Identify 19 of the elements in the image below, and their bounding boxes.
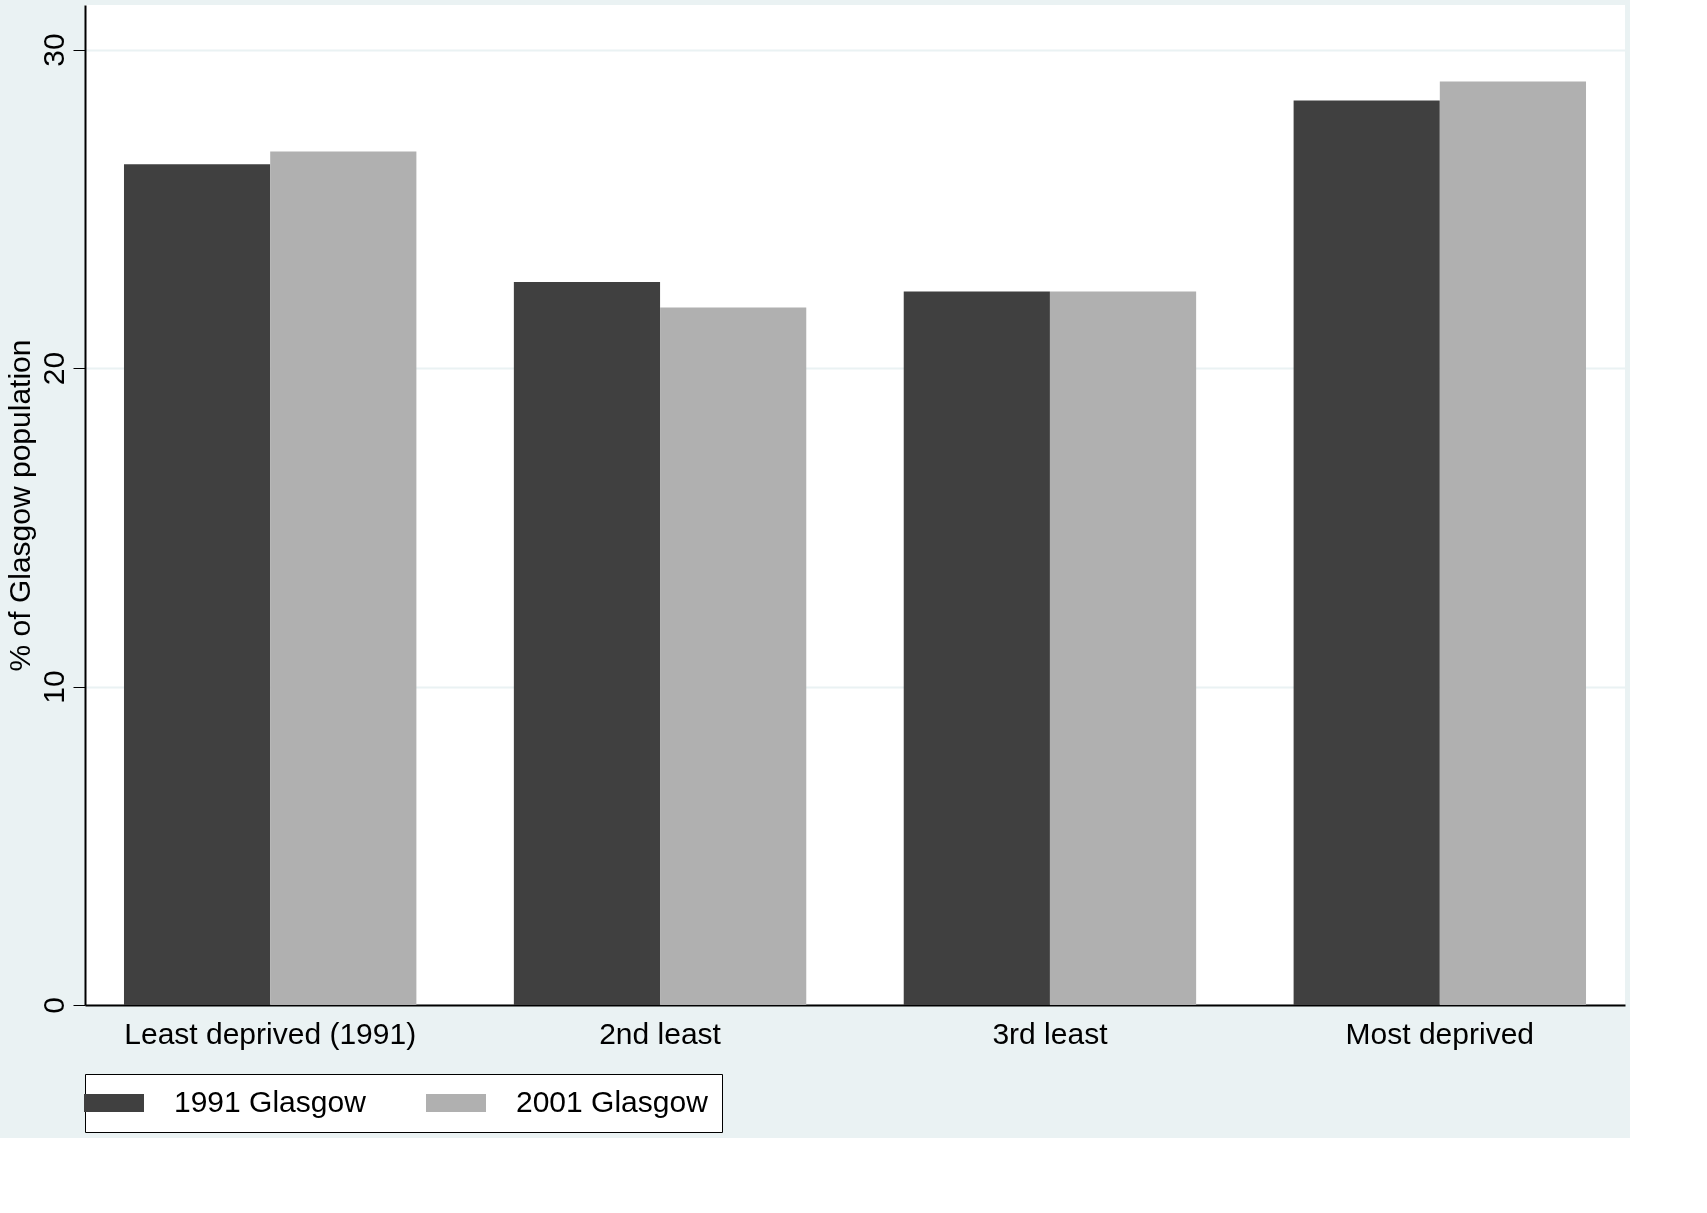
x-tick-label: Least deprived (1991) [124,1016,417,1050]
y-axis-title: % of Glasgow population [2,339,36,672]
bar [513,282,661,1005]
bar [1049,291,1197,1005]
x-tick-label: 3rd least [992,1016,1109,1050]
bar [1293,100,1440,1005]
y-tick-label: 10 [36,670,70,704]
legend-label: 1991 Glasgow [174,1085,367,1118]
bar [123,164,271,1005]
legend-label: 2001 Glasgow [516,1085,709,1118]
bar [660,307,807,1005]
y-tick-label: 20 [36,351,70,386]
bar [270,151,417,1005]
bar [1439,81,1587,1005]
x-tick-label: 2nd least [599,1016,722,1050]
y-tick-label: 30 [36,33,70,67]
x-tick-label: Most deprived [1345,1016,1535,1050]
bar [903,291,1050,1005]
y-tick-label: 0 [36,997,70,1014]
